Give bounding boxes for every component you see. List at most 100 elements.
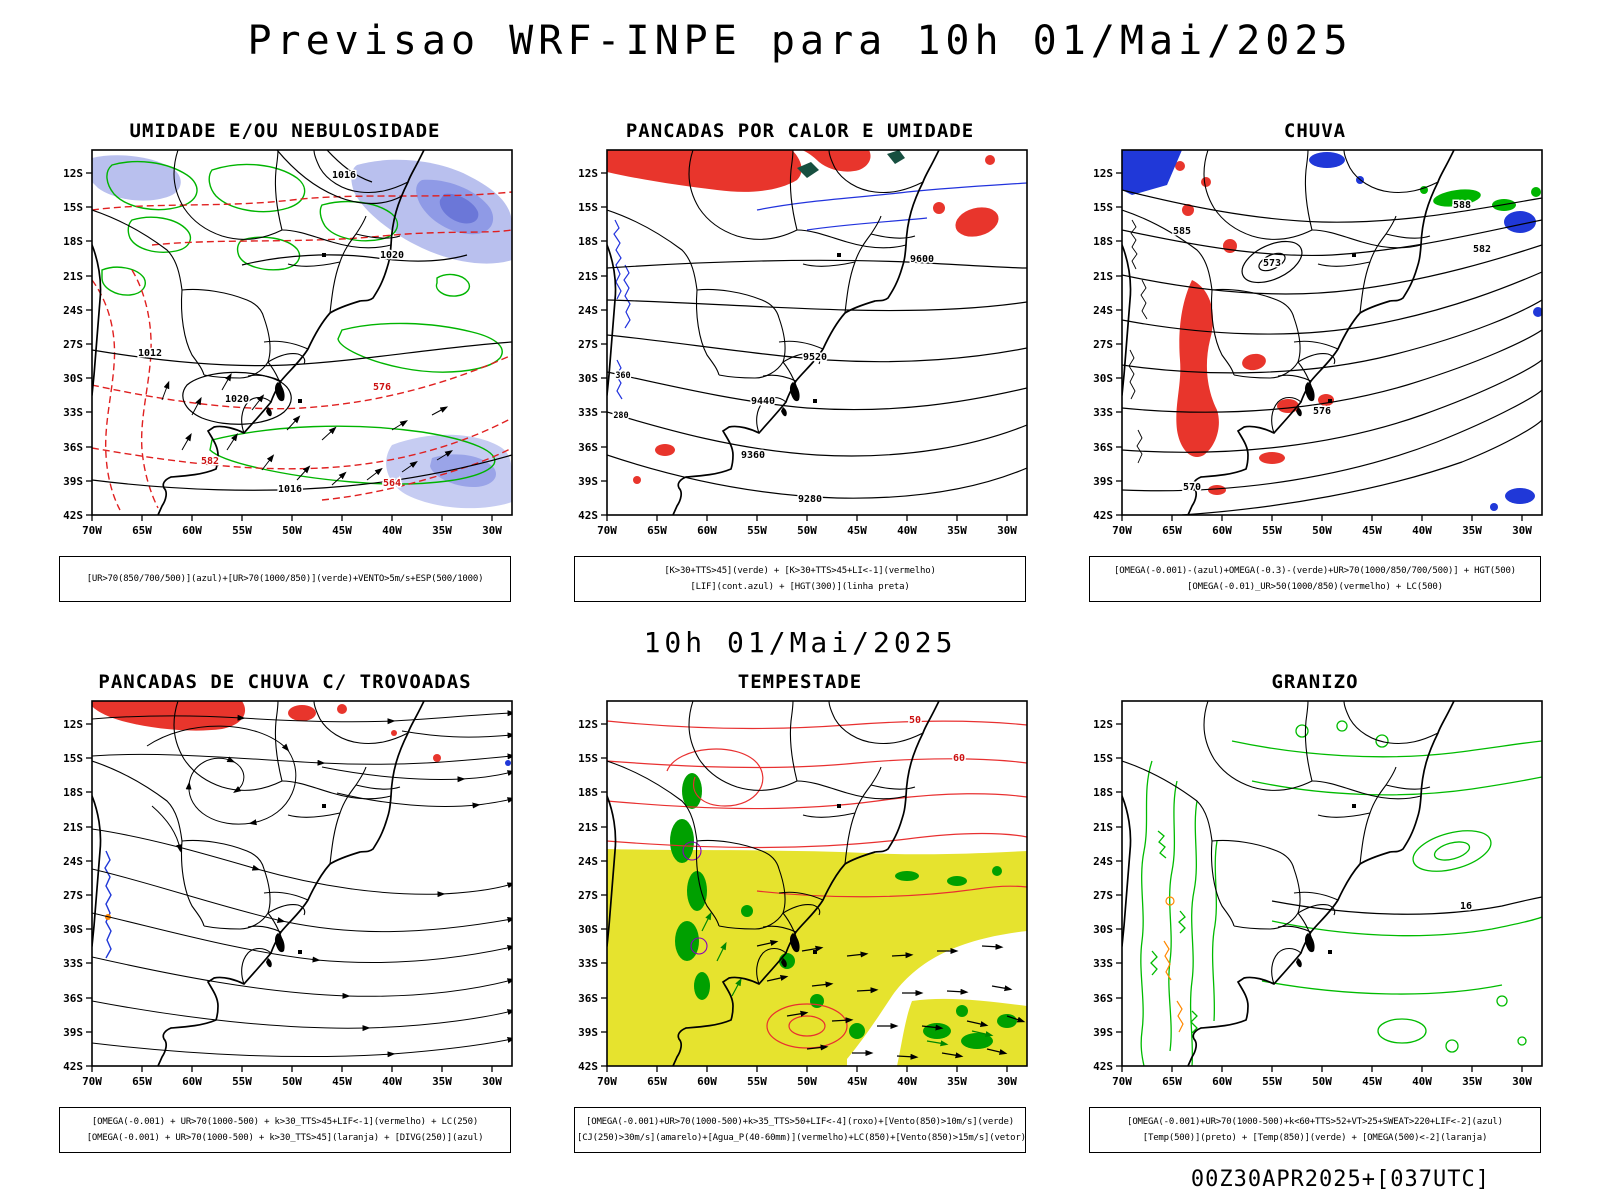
svg-text:30S: 30S (63, 372, 83, 385)
map-frame (1121, 149, 1543, 516)
svg-text:70W: 70W (597, 524, 617, 537)
svg-text:65W: 65W (647, 524, 667, 537)
hgt300-contours (607, 259, 1027, 499)
contour-label: 280 (613, 411, 628, 421)
svg-text:39S: 39S (63, 475, 83, 488)
legend-line: [OMEGA(-0.001) + UR>70(1000-500) + k>30_… (86, 1133, 484, 1143)
panel-title-tempestade: TEMPESTADE (737, 671, 863, 693)
svg-text:45W: 45W (847, 524, 867, 537)
row-top: UMIDADE E/OU NEBULOSIDADE (0, 120, 1600, 602)
svg-text:21S: 21S (63, 270, 83, 283)
contour-label: 1012 (138, 348, 162, 359)
contour-label: 576 (373, 382, 391, 393)
map-frame (91, 700, 513, 1067)
legend-line: [OMEGA(-0.001)+UR>70(1000-500)+k<60+TTS>… (1127, 1116, 1503, 1127)
svg-text:70W: 70W (597, 1075, 617, 1088)
svg-text:39S: 39S (578, 1026, 598, 1039)
contour-label: 9360 (741, 450, 765, 461)
svg-text:30S: 30S (578, 372, 598, 385)
purple-index-contours (682, 841, 708, 955)
jet-yellow-areas (607, 849, 1027, 1066)
row-bottom: PANCADAS DE CHUVA C/ TROVOADAS (0, 671, 1600, 1153)
svg-text:24S: 24S (63, 855, 83, 868)
svg-text:55W: 55W (1262, 1075, 1282, 1088)
svg-text:50W: 50W (282, 524, 302, 537)
wind-vectors (756, 940, 1026, 1060)
svg-text:40W: 40W (897, 524, 917, 537)
panel-title-umidade: UMIDADE E/OU NEBULOSIDADE (129, 120, 441, 142)
svg-text:15S: 15S (63, 752, 83, 765)
lon-axis: 70W 65W 60W 55W 50W 45W 40W 35W 30W (1112, 515, 1532, 537)
svg-text:24S: 24S (1093, 855, 1113, 868)
svg-text:30S: 30S (578, 923, 598, 936)
svg-text:35W: 35W (432, 1075, 452, 1088)
svg-text:30W: 30W (482, 1075, 502, 1088)
lon-axis: 70W 65W 60W 55W 50W 45W 40W 35W 30W (82, 515, 502, 537)
svg-text:35W: 35W (947, 1075, 967, 1088)
svg-text:60W: 60W (182, 524, 202, 537)
contour-label: 1016 (278, 484, 302, 495)
svg-text:24S: 24S (578, 855, 598, 868)
svg-text:60W: 60W (1212, 1075, 1232, 1088)
lat-axis: 12S 15S 18S 21S 24S 27S 30S 33S 36S 39S 42S (63, 167, 92, 522)
svg-text:24S: 24S (63, 304, 83, 317)
panel-granizo: GRANIZO (1080, 671, 1550, 1153)
svg-text:30S: 30S (1093, 372, 1113, 385)
svg-text:70W: 70W (82, 1075, 102, 1088)
svg-text:24S: 24S (1093, 304, 1113, 317)
svg-text:40W: 40W (1412, 524, 1432, 537)
svg-text:45W: 45W (332, 524, 352, 537)
svg-text:39S: 39S (1093, 1026, 1113, 1039)
svg-text:33S: 33S (63, 957, 83, 970)
contour-label: 588 (1453, 200, 1471, 211)
svg-text:36S: 36S (1093, 992, 1113, 1005)
contour-label: 1016 (332, 170, 356, 181)
rain-green-areas (1420, 186, 1541, 211)
map-frame (606, 700, 1028, 1067)
panel-title-chuva: CHUVA (1283, 120, 1347, 142)
svg-text:40W: 40W (1412, 1075, 1432, 1088)
panel-tempestade: TEMPESTADE (565, 671, 1035, 1153)
svg-text:21S: 21S (1093, 821, 1113, 834)
legend-trovoadas: [OMEGA(-0.001) + UR>70(1000-500) + k>30_… (59, 1107, 511, 1153)
svg-text:42S: 42S (63, 509, 83, 522)
contour-label: 360 (615, 371, 630, 381)
svg-text:18S: 18S (1093, 235, 1113, 248)
svg-text:30S: 30S (1093, 923, 1113, 936)
svg-text:65W: 65W (647, 1075, 667, 1088)
panel-title-trovoadas: PANCADAS DE CHUVA C/ TROVOADAS (98, 671, 472, 693)
contour-label: 585 (1173, 226, 1191, 237)
svg-text:18S: 18S (63, 786, 83, 799)
svg-text:50W: 50W (797, 1075, 817, 1088)
pressure-contours (92, 150, 512, 491)
svg-text:42S: 42S (578, 1060, 598, 1073)
svg-text:27S: 27S (63, 889, 83, 902)
svg-text:42S: 42S (578, 509, 598, 522)
map-tempestade: 50 60 12S15S18S21S24S27S30S33S36S39S42S … (578, 700, 1028, 1088)
svg-text:18S: 18S (63, 235, 83, 248)
streamlines (92, 710, 512, 1058)
contour-label: 9520 (803, 352, 827, 363)
contour-label: 9600 (910, 254, 934, 265)
panel-title-pancadas-calor: PANCADAS POR CALOR E UMIDADE (625, 120, 975, 142)
svg-text:33S: 33S (1093, 406, 1113, 419)
svg-text:33S: 33S (1093, 957, 1113, 970)
svg-text:12S: 12S (1093, 718, 1113, 731)
lon-axis: 70W 65W 60W 55W 50W 45W 40W 35W 30W (1112, 1066, 1532, 1088)
hgt500-contours (1122, 189, 1542, 515)
svg-text:30W: 30W (1512, 1075, 1532, 1088)
contour-label: 9440 (751, 396, 775, 407)
svg-text:15S: 15S (63, 201, 83, 214)
lat-axis: 12S 15S 18S 21S 24S 27S 30S 33S 36S 39S 42S (1093, 167, 1122, 522)
svg-text:45W: 45W (332, 1075, 352, 1088)
run-timestamp: 00Z30APR2025+[037UTC] (1190, 1167, 1490, 1192)
svg-text:27S: 27S (1093, 338, 1113, 351)
legend-line: [OMEGA(-0.001)+UR>70(1000-500)+k>35_TTS>… (586, 1116, 1014, 1127)
svg-text:18S: 18S (1093, 786, 1113, 799)
legend-pancadas-calor: [K>30+TTS>45](verde) + [K>30+TTS>45+LI<-… (574, 556, 1026, 602)
svg-text:55W: 55W (747, 1075, 767, 1088)
svg-text:30W: 30W (997, 1075, 1017, 1088)
svg-text:12S: 12S (578, 718, 598, 731)
svg-text:60W: 60W (697, 524, 717, 537)
